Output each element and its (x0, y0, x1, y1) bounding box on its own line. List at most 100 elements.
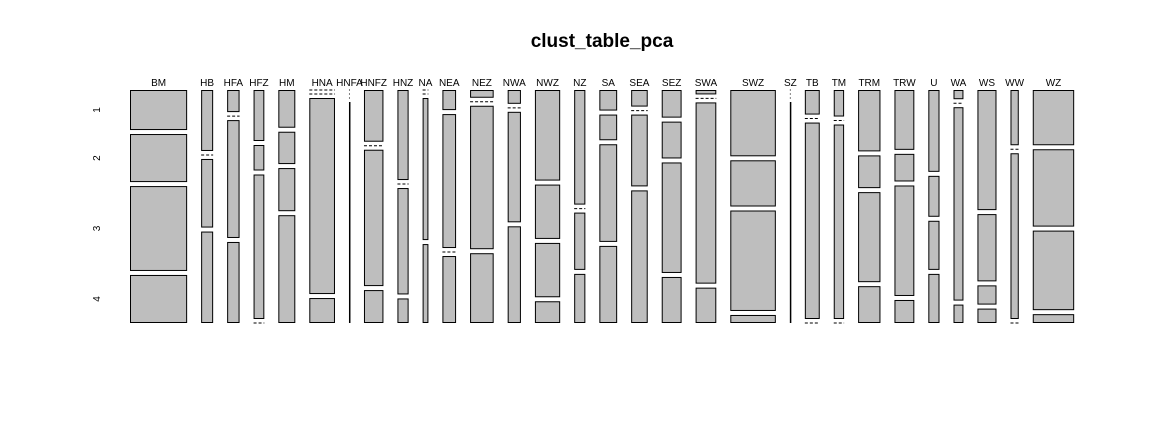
mosaic-tile (789, 102, 792, 323)
mosaic-tile (977, 90, 997, 211)
mosaic-tile (1032, 314, 1075, 324)
mosaic-tile (631, 114, 648, 187)
mosaic-tile (953, 304, 964, 324)
mosaic-tile (858, 155, 881, 189)
mosaic-tile (804, 90, 820, 115)
column-label: HM (279, 78, 295, 89)
column-label: SEA (629, 78, 649, 89)
column-label: HFA (224, 78, 244, 89)
mosaic-tile (442, 114, 457, 249)
mosaic-tile (278, 215, 296, 324)
mosaic-tile (397, 298, 409, 324)
mosaic-tile (227, 241, 240, 323)
mosaic-tile (631, 190, 648, 323)
mosaic-tile (894, 90, 915, 150)
row-label: 2 (92, 155, 103, 161)
mosaic-tile (1032, 90, 1075, 146)
mosaic-tile (470, 253, 494, 323)
mosaic-tile (928, 220, 940, 270)
mosaic-tile (574, 212, 586, 270)
column-label: U (930, 78, 937, 89)
mosaic-tile (599, 245, 618, 324)
row-label: 4 (92, 296, 103, 302)
column-label: NZ (573, 78, 586, 89)
mosaic-tile (928, 90, 940, 172)
column-label: HB (200, 78, 214, 89)
mosaic-tile (833, 124, 845, 319)
mosaic-tile (253, 174, 265, 319)
mosaic-tile (201, 158, 214, 228)
mosaic-tile (804, 122, 820, 319)
mosaic-tile (1010, 90, 1019, 146)
mosaic-tile (363, 290, 384, 324)
column-label: SWZ (742, 78, 764, 89)
mosaic-tiles (130, 89, 1075, 324)
mosaic-tile (858, 286, 881, 323)
mosaic-tile (278, 168, 296, 212)
mosaic-tile (695, 90, 717, 95)
chart-title: clust_table_pca (531, 31, 674, 52)
mosaic-tile (599, 114, 618, 141)
column-label: SZ (784, 78, 797, 89)
mosaic-tile (534, 301, 561, 324)
mosaic-tile (397, 90, 409, 181)
mosaic-tile (227, 90, 240, 113)
mosaic-tile (278, 90, 296, 128)
mosaic-tile (422, 244, 429, 323)
mosaic-tile (858, 192, 881, 283)
mosaic-tile (309, 298, 335, 324)
mosaic-tile (928, 175, 940, 217)
mosaic-tile (695, 287, 717, 324)
mosaic-tile (730, 90, 776, 157)
mosaic-tile (928, 273, 940, 323)
column-label: HNA (312, 78, 333, 89)
column-label: NWZ (536, 78, 559, 89)
mosaic-tile (574, 90, 586, 205)
column-label: SA (602, 78, 616, 89)
column-label: HNFZ (360, 78, 387, 89)
mosaic-tile (253, 145, 265, 171)
mosaic-tile (661, 162, 682, 273)
mosaic-tile (661, 90, 682, 118)
column-label: WW (1005, 78, 1024, 89)
column-label: HNZ (393, 78, 414, 89)
mosaic-tile (348, 102, 351, 323)
mosaic-tile (730, 160, 776, 207)
mosaic-tile (442, 256, 457, 323)
mosaic-tile (253, 90, 265, 141)
mosaic-tile (363, 90, 384, 142)
mosaic-tile (599, 90, 618, 111)
column-label: WS (979, 78, 995, 89)
mosaic-tile (894, 299, 915, 323)
column-label: NEZ (472, 78, 492, 89)
column-label: NWA (503, 78, 526, 89)
mosaic-tile (953, 107, 964, 301)
mosaic-tile (858, 90, 881, 152)
mosaic-tile (130, 186, 188, 271)
column-label: SEZ (662, 78, 681, 89)
mosaic-tile (130, 134, 188, 183)
column-label: WA (951, 78, 967, 89)
mosaic-tile (470, 105, 494, 250)
mosaic-tile (130, 274, 188, 323)
row-label: 1 (92, 107, 103, 113)
mosaic-tile (1010, 153, 1019, 319)
row-label: 3 (92, 225, 103, 231)
mosaic-tile (1032, 230, 1075, 311)
mosaic-tile (953, 90, 964, 100)
mosaic-tile (977, 285, 997, 305)
mosaic-tile (599, 144, 618, 242)
column-label: HFZ (249, 78, 268, 89)
row-labels: 1 2 3 4 (92, 107, 103, 302)
mosaic-tile (661, 276, 682, 324)
mosaic-tile (661, 121, 682, 159)
mosaic-tile (507, 90, 521, 104)
mosaic-tile (730, 210, 776, 311)
mosaic-tile (201, 231, 214, 323)
column-label: TRM (858, 78, 880, 89)
column-label: NEA (439, 78, 460, 89)
column-label: TB (806, 78, 819, 89)
mosaic-tile (977, 308, 997, 323)
